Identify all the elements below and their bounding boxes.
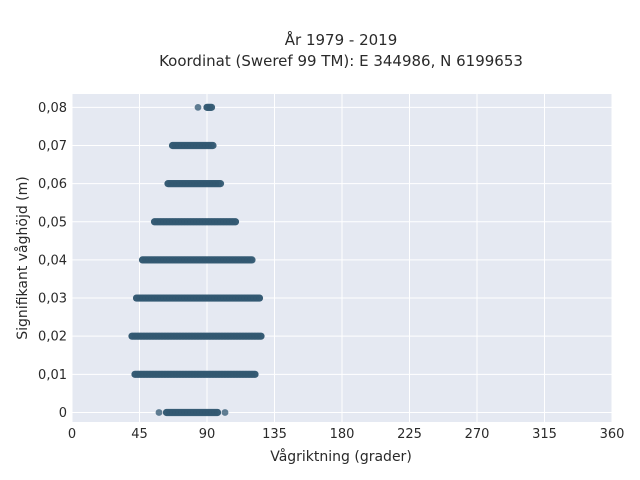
- x-tick-label: 0: [68, 427, 76, 442]
- x-tick-label: 45: [131, 427, 148, 442]
- point-band: [155, 408, 229, 417]
- x-tick-label: 225: [397, 427, 422, 442]
- x-tick-label: 180: [330, 427, 355, 442]
- point-band: [131, 370, 259, 378]
- chart-title-line-2: Koordinat (Sweref 99 TM): E 344986, N 61…: [159, 52, 523, 70]
- point-band: [164, 180, 225, 188]
- y-tick-label: 0,01: [38, 368, 67, 383]
- point-band: [150, 218, 240, 226]
- y-tick-label: 0,04: [38, 253, 67, 268]
- point-band: [138, 256, 256, 264]
- data-point: [214, 409, 221, 416]
- data-point: [155, 409, 163, 416]
- point-band: [168, 141, 217, 150]
- x-tick-label: 90: [199, 427, 216, 442]
- y-tick-label: 0,02: [38, 330, 67, 345]
- x-tick-label: 360: [600, 427, 625, 442]
- x-axis-title: Vågriktning (grader): [270, 448, 412, 465]
- y-axis-title: Signifikant våghöjd (m): [14, 176, 31, 339]
- data-point: [206, 103, 214, 111]
- data-point: [194, 103, 202, 111]
- data-points: [128, 103, 265, 417]
- data-point: [221, 409, 229, 416]
- data-point: [256, 294, 263, 302]
- point-band: [132, 294, 264, 302]
- x-tick-label: 135: [262, 427, 287, 442]
- data-point: [215, 180, 223, 188]
- chart-title-line-1: År 1979 - 2019: [285, 30, 398, 49]
- data-point: [247, 256, 254, 264]
- data-point: [251, 370, 259, 378]
- y-tick-label: 0,07: [38, 139, 67, 154]
- y-tick-label: 0,08: [38, 101, 67, 116]
- y-tick-label: 0: [59, 406, 67, 421]
- data-point: [208, 142, 215, 149]
- y-tick-label: 0,03: [38, 292, 67, 307]
- y-tick-label: 0,05: [38, 215, 67, 230]
- x-tick-label: 315: [532, 427, 557, 442]
- x-tick-label: 270: [465, 427, 490, 442]
- point-band: [194, 103, 216, 111]
- tick-labels: 0 45 90 135 180 225 270 315 360 0 0,01 0,02 0,03 0,04…: [38, 101, 624, 442]
- data-point: [232, 218, 239, 226]
- data-point: [257, 332, 265, 340]
- y-tick-label: 0,06: [38, 177, 67, 192]
- point-band: [128, 332, 265, 340]
